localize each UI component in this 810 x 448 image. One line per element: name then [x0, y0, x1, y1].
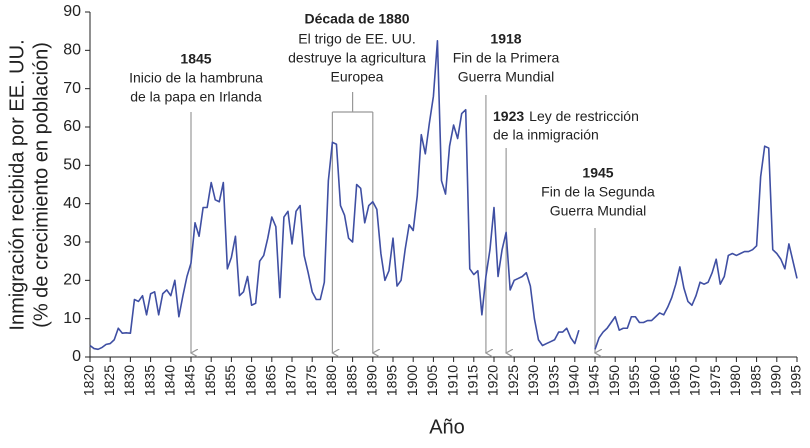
annotation-line: 1923 Ley de restricción [493, 108, 639, 124]
annotation-title: 1845 [180, 51, 211, 67]
x-tick-label: 1855 [222, 365, 238, 396]
y-tick-label: 50 [63, 157, 81, 174]
x-axis-title: Año [429, 416, 465, 438]
y-tick-label: 0 [72, 348, 81, 365]
annotation-text: Guerra Mundial [550, 203, 647, 219]
x-tick-label: 1965 [667, 365, 683, 396]
annotation-text: Europea [331, 69, 384, 85]
x-tick-label: 1880 [323, 365, 339, 396]
x-tick-label: 1900 [404, 365, 420, 396]
x-tick-label: 1975 [707, 365, 723, 396]
annotation-text: Inicio de la hambruna [129, 70, 263, 86]
x-tick-label: 1890 [364, 365, 380, 396]
annotation-text: destruye la agricultura [288, 50, 426, 66]
x-tick-label: 1885 [343, 365, 359, 396]
x-tick-label: 1825 [101, 365, 117, 396]
annotation-title: 1923 [493, 108, 524, 124]
y-tick-label: 10 [63, 310, 81, 327]
x-tick-label: 1955 [626, 365, 642, 396]
x-tick-label: 1910 [444, 365, 460, 396]
y-tick-label: 60 [63, 118, 81, 135]
x-tick-label: 1850 [202, 365, 218, 396]
x-tick-label: 1990 [768, 365, 784, 396]
x-tick-label: 1950 [606, 365, 622, 396]
x-tick-label: 1960 [646, 365, 662, 396]
x-tick-label: 1820 [81, 365, 97, 396]
y-tick-label: 30 [63, 233, 81, 250]
x-tick-label: 1905 [424, 365, 440, 396]
x-tick-label: 1930 [525, 365, 541, 396]
y-tick-label: 70 [63, 80, 81, 97]
annotation-title: 1918 [490, 31, 521, 47]
x-tick-label: 1920 [485, 365, 501, 396]
x-tick-label: 1935 [545, 365, 561, 396]
x-tick-label: 1945 [586, 365, 602, 396]
x-tick-label: 1985 [747, 365, 763, 396]
y-tick-label: 80 [63, 42, 81, 59]
y-axis-title: Inmigración recibida por EE. UU. [6, 39, 28, 330]
annotation-title: Década de 1880 [304, 11, 409, 27]
annotation-text: Fin de la Segunda [541, 184, 655, 200]
x-tick-label: 1895 [384, 365, 400, 396]
x-tick-label: 1940 [566, 365, 582, 396]
annotation-text: Guerra Mundial [458, 69, 555, 85]
x-tick-label: 1840 [162, 365, 178, 396]
annotation-title: 1945 [582, 165, 613, 181]
annotation-text: de la inmigración [493, 127, 599, 143]
data-line [89, 39, 798, 351]
x-tick-label: 1865 [263, 365, 279, 396]
y-tick-label: 90 [63, 3, 81, 20]
x-tick-label: 1925 [505, 365, 521, 396]
y-axis-title: (% de crecimiento en población) [30, 42, 52, 328]
x-tick-label: 1830 [121, 365, 137, 396]
x-tick-label: 1870 [283, 365, 299, 396]
y-tick-label: 20 [63, 272, 81, 289]
x-tick-label: 1845 [182, 365, 198, 396]
y-tick-label: 40 [63, 195, 81, 212]
x-tick-label: 1915 [465, 365, 481, 396]
x-tick-label: 1860 [242, 365, 258, 396]
annotation-text: Fin de la Primera [453, 50, 560, 66]
x-tick-label: 1835 [141, 365, 157, 396]
x-tick-label: 1995 [788, 365, 804, 396]
x-tick-label: 1980 [727, 365, 743, 396]
annotation-text: El trigo de EE. UU. [298, 31, 416, 47]
annotation-text: Ley de restricción [529, 108, 639, 124]
x-tick-label: 1970 [687, 365, 703, 396]
x-tick-label: 1875 [303, 365, 319, 396]
annotation-text: de la papa en Irlanda [130, 89, 262, 105]
